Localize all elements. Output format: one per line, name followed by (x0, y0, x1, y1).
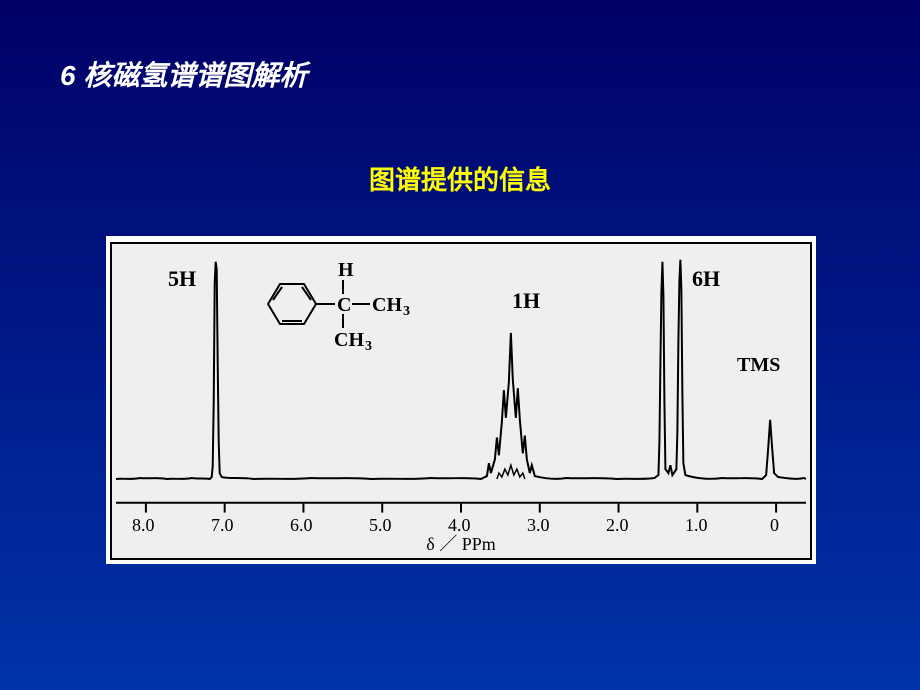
slide-subtitle: 图谱提供的信息 (369, 160, 551, 197)
slide-title: 6 核磁氢谱谱图解析 (60, 54, 307, 94)
nmr-spectrum-plot-area: 5H 1H 6H TMS H CH (110, 242, 812, 560)
nmr-spectrum-figure: 5H 1H 6H TMS H CH (106, 236, 816, 564)
xaxis-tick-0: 8.0 (132, 515, 155, 536)
xaxis-tick-8: 0 (770, 515, 779, 536)
xaxis-tick-6: 2.0 (606, 515, 629, 536)
xaxis-unit-label: δ ／ PPm (426, 530, 496, 556)
xaxis-tick-1: 7.0 (211, 515, 234, 536)
nmr-spectrum-svg (112, 244, 810, 558)
xaxis-tick-5: 3.0 (527, 515, 550, 536)
xaxis-tick-7: 1.0 (685, 515, 708, 536)
xaxis-tick-2: 6.0 (290, 515, 313, 536)
xaxis-tick-3: 5.0 (369, 515, 392, 536)
